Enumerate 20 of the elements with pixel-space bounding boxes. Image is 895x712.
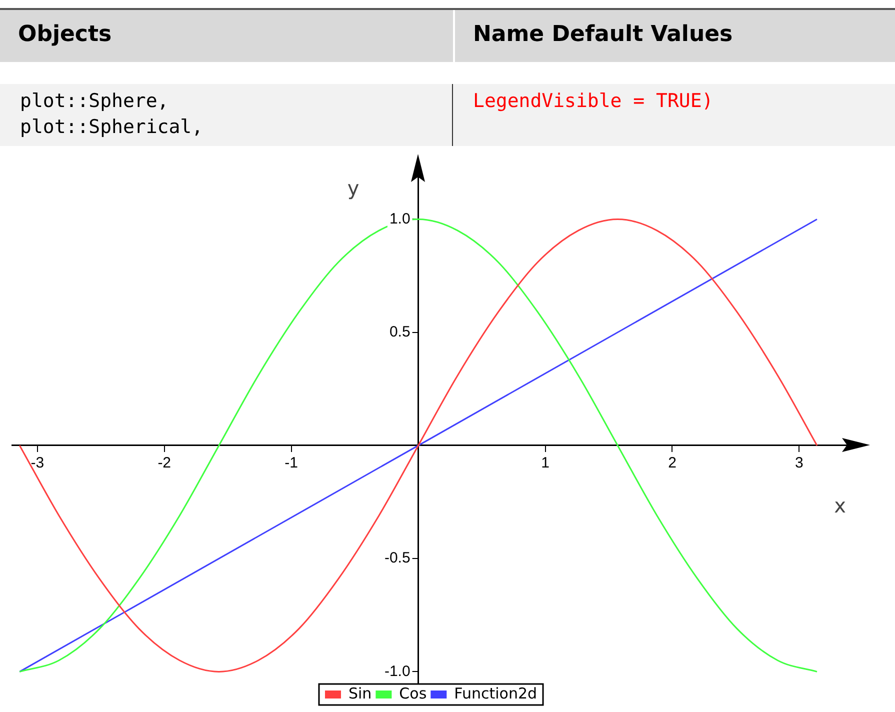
x-axis-title: x	[834, 494, 846, 518]
y-axis-title: y	[347, 176, 360, 200]
x-tick-label: -3	[30, 454, 44, 472]
y-tick-label: 0.5	[389, 323, 410, 340]
text: plot::Spherical,	[20, 116, 204, 138]
x-tick-label: -1	[284, 454, 298, 472]
x-tick-label: -2	[158, 454, 172, 472]
text: plot::Sphere,	[20, 90, 169, 112]
y-tick-label: -0.5	[384, 550, 410, 567]
legend-label: Cos	[399, 684, 427, 702]
x-tick-label: 1	[541, 454, 550, 472]
x-tick-label: 2	[668, 454, 676, 472]
legend-label: Sin	[348, 684, 372, 702]
text: Objects	[0, 10, 455, 62]
legend-label: Function2d	[454, 684, 538, 702]
text: LegendVisible = TRUE)	[472, 89, 714, 114]
y-tick-label: -1.0	[384, 662, 410, 680]
x-tick-label: 3	[795, 454, 804, 472]
text: Name Default Values	[472, 21, 734, 49]
y-tick-label: 1.0	[389, 210, 410, 228]
